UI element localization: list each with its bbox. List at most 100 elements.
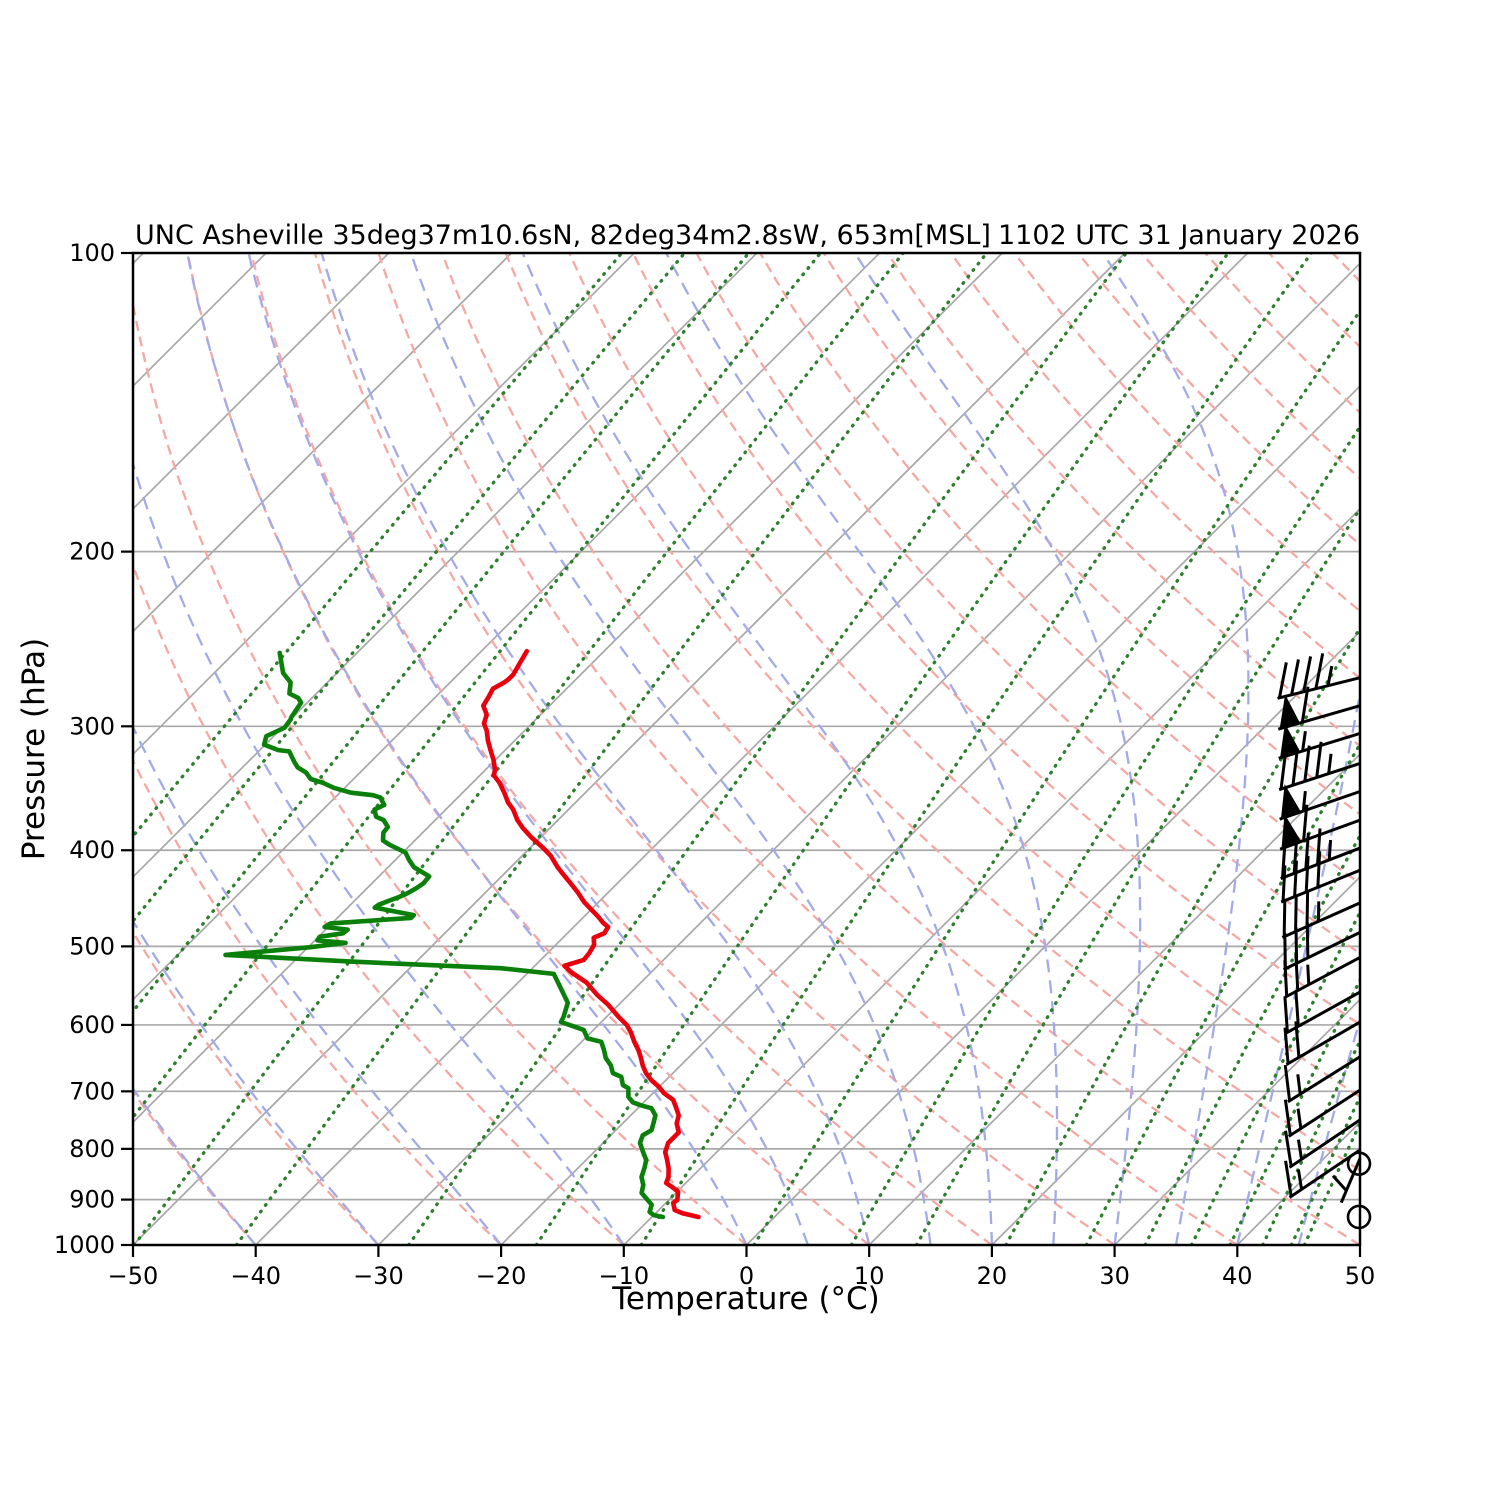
mixing-ratio-64 (1289, 1093, 1360, 1245)
mixing-ratio-0.4 (407, 253, 1128, 1245)
moist-adiabat-35 (1101, 253, 1250, 1245)
x-tick-label: −40 (230, 1262, 281, 1290)
mixing-ratio-10 (914, 505, 1360, 1245)
y-tick-label: 300 (69, 712, 115, 740)
mixing-ratio-1 (534, 253, 1230, 1245)
x-tick-label: −10 (598, 1262, 649, 1290)
mixing-ratio-7 (849, 423, 1360, 1245)
axis-ticks: −50 −40 −30 −20 −10 0 10 20 30 40 50 100 200 300 400 50… (54, 239, 1375, 1290)
barb-half-feather (1327, 753, 1333, 774)
moist-adiabat-10 (320, 253, 871, 1245)
mixing-ratio-40 (1189, 909, 1360, 1245)
y-tick-label: 400 (69, 836, 115, 864)
y-tick-label: 1000 (54, 1231, 115, 1259)
dry-adiabat-30 (313, 253, 1116, 1245)
wind-barb-748 (1284, 1118, 1361, 1169)
barb-half-feather (1296, 1139, 1304, 1160)
barb-full-feather (1281, 865, 1287, 902)
mixing-ratio-0.1 (234, 253, 989, 1245)
y-tick-label: 200 (69, 538, 115, 566)
barb-pennant-icon (1280, 784, 1302, 820)
barb-staff (1277, 676, 1361, 700)
mixing-ratio-0.04 (133, 253, 905, 1245)
dry-adiabat-50 (441, 253, 1360, 1245)
barb-full-feather (1315, 741, 1323, 778)
barb-half-feather (1331, 1174, 1348, 1192)
barb-half-feather (1327, 839, 1333, 861)
x-tick-label: 10 (854, 1262, 885, 1290)
moist-adiabat--40 (133, 1086, 257, 1245)
isotherm--60 (133, 253, 1003, 1124)
wind-barb-596 (1283, 1020, 1361, 1066)
barb-full-feather (1316, 851, 1322, 888)
sounding-profiles (223, 648, 701, 1220)
isotherm--80 (133, 253, 758, 879)
barb-full-feather (1303, 745, 1311, 782)
chart-datetime: 1102 UTC 31 January 2026 (998, 220, 1360, 251)
dry-adiabat-40 (377, 253, 1238, 1245)
dry-adiabat-200 (1396, 253, 1500, 1245)
x-tick-label: 40 (1222, 1262, 1253, 1290)
x-tick-label: −30 (353, 1262, 404, 1290)
barb-staff (1339, 1157, 1362, 1204)
dry-adiabat-20 (250, 253, 993, 1245)
dry-adiabat-60 (504, 253, 1360, 1172)
isotherm-gridlines (133, 253, 1360, 1245)
barb-staff (1284, 990, 1361, 1035)
moist-adiabat-40 (1236, 687, 1360, 1245)
barb-half-feather (1296, 1108, 1303, 1129)
x-tick-label: 20 (977, 1262, 1008, 1290)
isotherm--110 (133, 253, 390, 511)
dry-adiabat-100 (759, 253, 1360, 885)
wind-barb-556 (1283, 990, 1361, 1035)
dry-adiabat-90 (695, 253, 1360, 955)
barb-staff (1281, 901, 1361, 939)
barb-full-feather (1292, 837, 1299, 874)
dry-adiabat--20 (133, 758, 502, 1245)
dry-adiabat-lines (133, 253, 1500, 1245)
dry-adiabat-160 (1140, 253, 1360, 480)
barb-half-feather (1326, 665, 1334, 686)
barb-staff (1278, 762, 1361, 792)
moist-adiabat-30 (853, 253, 1142, 1245)
y-axis-label: Pressure (hPa) (16, 638, 52, 860)
barb-full-feather (1294, 954, 1300, 991)
dry-adiabat-110 (822, 253, 1360, 816)
isotherm-30 (1113, 998, 1360, 1245)
barb-half-feather (1296, 1074, 1302, 1095)
chart-title: UNC Asheville 35deg37m10.6sN, 82deg34m2.… (135, 220, 991, 251)
temperature-profile-line (480, 648, 701, 1220)
x-tick-label: −20 (476, 1262, 527, 1290)
barb-full-feather (1300, 686, 1310, 723)
dry-adiabat--30 (133, 930, 380, 1245)
moist-adiabat-0 (186, 253, 748, 1245)
barb-full-feather (1293, 860, 1299, 897)
barb-full-feather (1284, 1130, 1293, 1167)
mixing-ratio-2 (639, 253, 1313, 1245)
barb-full-feather (1277, 662, 1288, 699)
y-tick-label: 100 (69, 239, 115, 267)
moist-adiabat-lines (133, 253, 1360, 1245)
moist-adiabat--30 (133, 918, 380, 1245)
barb-full-feather (1302, 656, 1313, 693)
moist-adiabat--20 (133, 724, 502, 1245)
mixing-ratio-16 (1004, 624, 1360, 1245)
barb-full-feather (1305, 890, 1310, 927)
wind-barb-286 (1277, 686, 1361, 731)
dry-adiabat-130 (949, 253, 1360, 680)
barb-half-feather (1301, 790, 1307, 812)
barb-full-feather (1291, 749, 1299, 786)
isotherm--10 (623, 507, 1360, 1245)
barb-full-feather (1294, 990, 1300, 1027)
moist-adiabat-45 (1297, 1014, 1360, 1245)
barb-full-feather (1290, 659, 1300, 696)
moist-adiabat--10 (133, 459, 625, 1245)
x-tick-label: −50 (108, 1262, 159, 1290)
barb-full-feather (1281, 841, 1287, 878)
barb-full-feather (1302, 804, 1309, 841)
y-tick-label: 700 (69, 1077, 115, 1105)
barb-half-feather (1301, 730, 1307, 752)
barb-full-feather (1284, 1160, 1293, 1197)
isotherm--40 (255, 253, 1249, 1245)
